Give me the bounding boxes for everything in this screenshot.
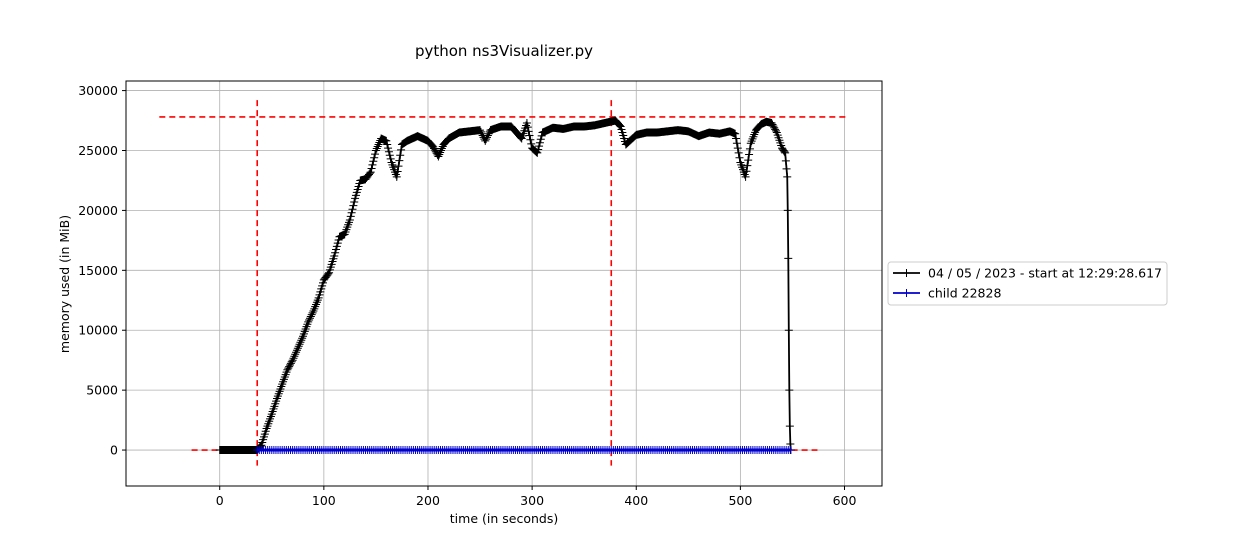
x-axis-label: time (in seconds) <box>450 511 558 526</box>
x-axis-ticks: 0 100 200 300 400 500 600 <box>216 486 857 508</box>
legend: 04 / 05 / 2023 - start at 12:29:28.617 ch… <box>887 261 1168 306</box>
x-tick-label-0: 0 <box>216 493 224 508</box>
legend-swatch-marker-1 <box>902 289 911 297</box>
x-tick-label-1: 100 <box>312 493 336 508</box>
y-axis-ticks: 0 5000 10000 15000 20000 25000 30000 <box>78 83 126 458</box>
series-1-markers <box>253 446 795 455</box>
y-tick-label-4: 20000 <box>78 203 118 218</box>
y-axis-label: memory used (in MiB) <box>57 215 72 353</box>
x-tick-label-3: 300 <box>520 493 544 508</box>
x-tick-label-2: 200 <box>416 493 440 508</box>
chart-title: python ns3Visualizer.py <box>415 42 593 60</box>
legend-label-1: child 22828 <box>928 286 1001 301</box>
data-series <box>215 116 795 455</box>
plot-area-frame <box>125 80 883 487</box>
legend-frame <box>887 261 1168 306</box>
x-tick-label-6: 600 <box>833 493 857 508</box>
legend-label-0: 04 / 05 / 2023 - start at 12:29:28.617 <box>928 266 1162 281</box>
series-1 <box>253 446 795 455</box>
series-0 <box>215 116 795 455</box>
y-tick-label-6: 30000 <box>78 83 118 98</box>
y-tick-label-2: 10000 <box>78 323 118 338</box>
y-tick-label-0: 0 <box>110 443 118 458</box>
y-tick-label-1: 5000 <box>86 383 118 398</box>
legend-swatch-marker-0 <box>902 269 911 277</box>
x-tick-label-4: 400 <box>624 493 648 508</box>
x-tick-label-5: 500 <box>728 493 752 508</box>
y-tick-label-3: 15000 <box>78 263 118 278</box>
series-0-markers <box>215 116 795 455</box>
y-tick-label-5: 25000 <box>78 143 118 158</box>
